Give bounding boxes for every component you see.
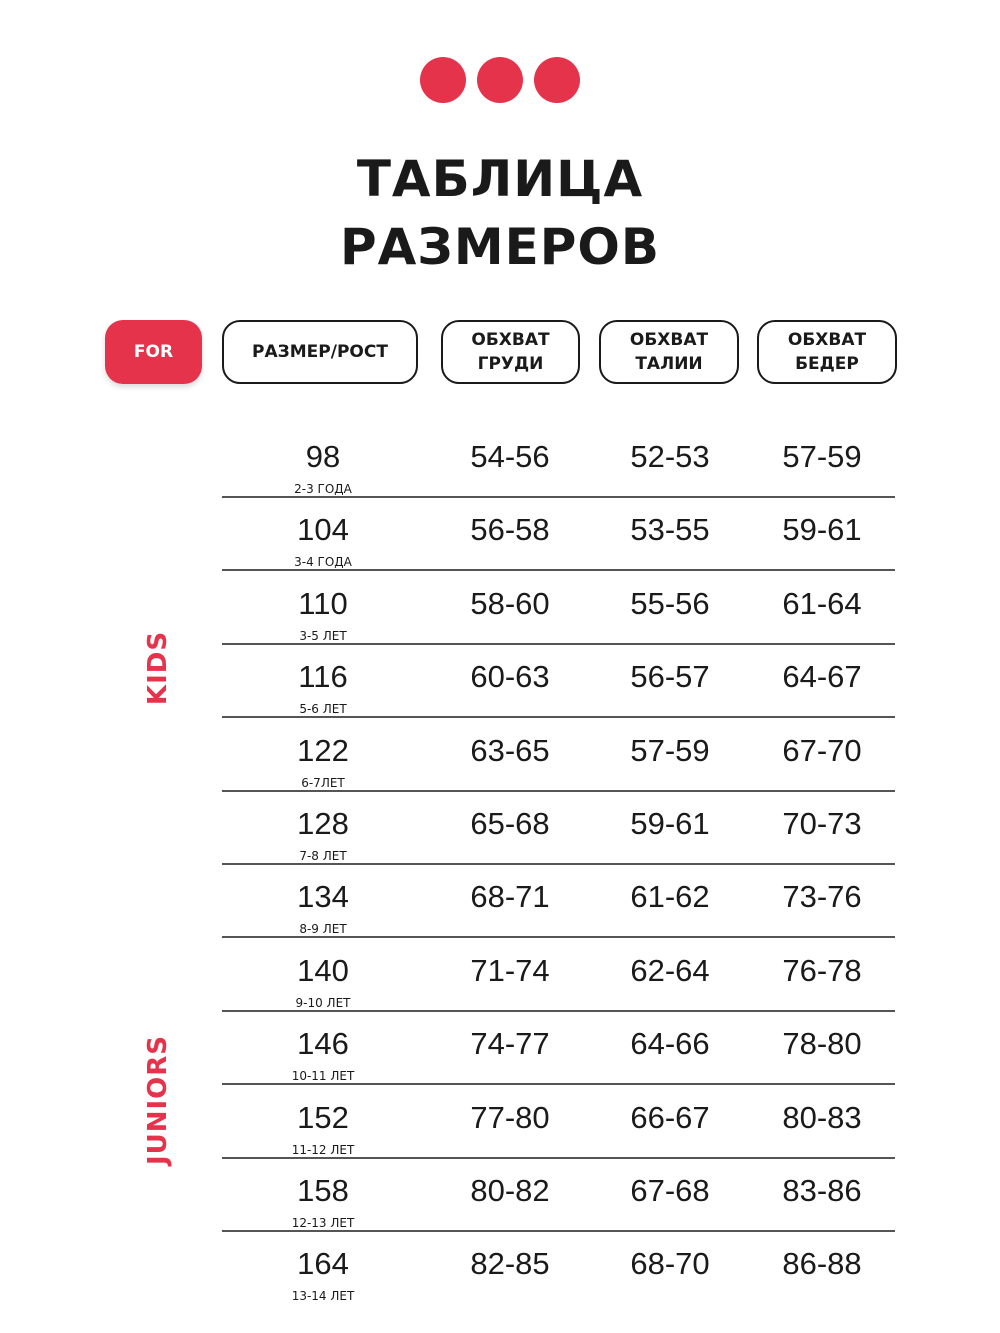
cell-waist: 55-56 <box>630 585 710 621</box>
cell-chest: 58-60 <box>470 585 550 621</box>
decor-dot-3 <box>534 57 580 103</box>
header-size: РАЗМЕР/РОСТ <box>222 320 418 384</box>
cell-hips: 80-83 <box>782 1099 862 1135</box>
table-row: 134 68-71 61-62 73-76 8-9 ЛЕТ <box>222 865 895 939</box>
cell-hips: 73-76 <box>782 879 862 915</box>
header-waist: ОБХВАТ ТАЛИИ <box>599 320 739 384</box>
cell-waist: 68-70 <box>630 1246 710 1282</box>
cell-age: 10-11 ЛЕТ <box>291 1069 355 1084</box>
cell-age: 9-10 ЛЕТ <box>295 995 351 1010</box>
table-row: 158 80-82 67-68 83-86 12-13 ЛЕТ <box>222 1159 895 1232</box>
cell-hips: 83-86 <box>782 1173 862 1208</box>
cell-age: 12-13 ЛЕТ <box>291 1216 355 1230</box>
row-divider <box>222 569 895 572</box>
row-divider <box>222 716 895 719</box>
cell-age: 7-8 ЛЕТ <box>299 849 347 863</box>
row-divider <box>222 936 895 939</box>
cell-waist: 61-62 <box>630 879 710 915</box>
table-row: 104 56-58 53-55 59-61 3-4 ГОДА <box>222 498 895 572</box>
cell-chest: 80-82 <box>470 1173 550 1208</box>
header-hips: ОБХВАТ БЕДЕР <box>757 320 897 384</box>
page-title-line1: ТАБЛИЦА <box>356 150 644 208</box>
decor-dot-2 <box>477 57 523 103</box>
table-row: 110 58-60 55-56 61-64 3-5 ЛЕТ <box>222 572 895 645</box>
cell-chest: 82-85 <box>470 1246 550 1282</box>
group-label-kids: KIDS <box>143 630 173 706</box>
cell-age: 11-12 ЛЕТ <box>291 1142 355 1157</box>
cell-waist: 57-59 <box>630 732 710 768</box>
row-divider <box>222 863 895 865</box>
cell-size: 104 <box>297 512 349 548</box>
cell-waist: 59-61 <box>630 806 710 841</box>
decor-dot-1 <box>420 57 466 103</box>
table-row: 152 77-80 66-67 80-83 11-12 ЛЕТ <box>222 1086 895 1159</box>
cell-hips: 78-80 <box>782 1026 862 1062</box>
cell-waist: 53-55 <box>630 512 710 548</box>
table-row: 128 65-68 59-61 70-73 7-8 ЛЕТ <box>222 792 895 865</box>
header-chest: ОБХВАТ ГРУДИ <box>441 320 580 384</box>
table-row: 140 71-74 62-64 76-78 9-10 ЛЕТ <box>222 939 895 1012</box>
cell-waist: 52-53 <box>630 439 710 474</box>
cell-hips: 61-64 <box>782 585 862 621</box>
cell-hips: 76-78 <box>782 952 862 988</box>
header-chest-label: ОБХВАТ ГРУДИ <box>471 330 550 374</box>
group-label-juniors: JUNIORS <box>143 1034 173 1166</box>
cell-chest: 63-65 <box>470 732 550 768</box>
cell-size: 128 <box>297 806 349 841</box>
cell-hips: 57-59 <box>782 439 862 474</box>
cell-size: 122 <box>297 732 349 768</box>
cell-size: 98 <box>305 439 341 474</box>
table-row: 122 63-65 57-59 67-70 6-7ЛЕТ <box>222 719 895 792</box>
cell-chest: 71-74 <box>470 952 550 988</box>
cell-hips: 64-67 <box>782 659 862 695</box>
cell-size: 140 <box>297 952 349 988</box>
cell-age: 3-5 ЛЕТ <box>299 628 347 643</box>
row-divider <box>222 789 895 792</box>
cell-hips: 59-61 <box>782 512 862 548</box>
cell-waist: 66-67 <box>630 1099 710 1135</box>
cell-waist: 62-64 <box>630 952 710 988</box>
header-hips-label: ОБХВАТ БЕДЕР <box>787 330 867 374</box>
table-row: 98 54-56 52-53 57-59 2-3 ГОДА <box>222 425 895 498</box>
page-title-line2: РАЗМЕРОВ <box>339 218 661 276</box>
row-divider <box>222 496 895 498</box>
cell-size: 110 <box>298 585 348 621</box>
cell-age: 3-4 ГОДА <box>294 555 352 570</box>
cell-hips: 67-70 <box>782 732 862 768</box>
cell-waist: 67-68 <box>630 1173 710 1208</box>
row-divider <box>222 1083 895 1086</box>
header-waist-label: ОБХВАТ ТАЛИИ <box>629 330 709 374</box>
cell-chest: 54-56 <box>470 439 550 474</box>
cell-chest: 77-80 <box>470 1099 550 1135</box>
cell-hips: 86-88 <box>782 1246 862 1282</box>
cell-chest: 74-77 <box>470 1026 550 1062</box>
cell-age: 6-7ЛЕТ <box>301 775 345 790</box>
cell-waist: 56-57 <box>630 659 710 695</box>
cell-size: 152 <box>297 1099 349 1135</box>
cell-age: 13-14 ЛЕТ <box>291 1289 355 1304</box>
cell-age: 5-6 ЛЕТ <box>299 702 347 717</box>
row-divider <box>222 1156 895 1159</box>
cell-age: 2-3 ГОДА <box>294 482 352 496</box>
cell-waist: 64-66 <box>630 1026 710 1062</box>
cell-size: 158 <box>297 1173 349 1208</box>
cell-chest: 60-63 <box>470 659 550 695</box>
cell-chest: 56-58 <box>470 512 550 548</box>
table-row: 146 74-77 64-66 78-80 10-11 ЛЕТ <box>222 1012 895 1086</box>
cell-age: 8-9 ЛЕТ <box>299 922 347 937</box>
table-row: 164 82-85 68-70 86-88 13-14 ЛЕТ <box>222 1232 895 1305</box>
row-divider <box>222 1009 895 1012</box>
cell-size: 134 <box>297 879 349 915</box>
cell-chest: 65-68 <box>470 806 550 841</box>
row-divider <box>222 642 895 645</box>
cell-size: 116 <box>298 659 348 695</box>
cell-hips: 70-73 <box>782 806 862 841</box>
row-divider <box>222 1230 895 1232</box>
cell-chest: 68-71 <box>470 879 550 915</box>
header-for: FOR <box>105 320 202 384</box>
cell-size: 164 <box>297 1246 349 1282</box>
table-row: 116 60-63 56-57 64-67 5-6 ЛЕТ <box>222 645 895 719</box>
cell-size: 146 <box>297 1026 349 1062</box>
